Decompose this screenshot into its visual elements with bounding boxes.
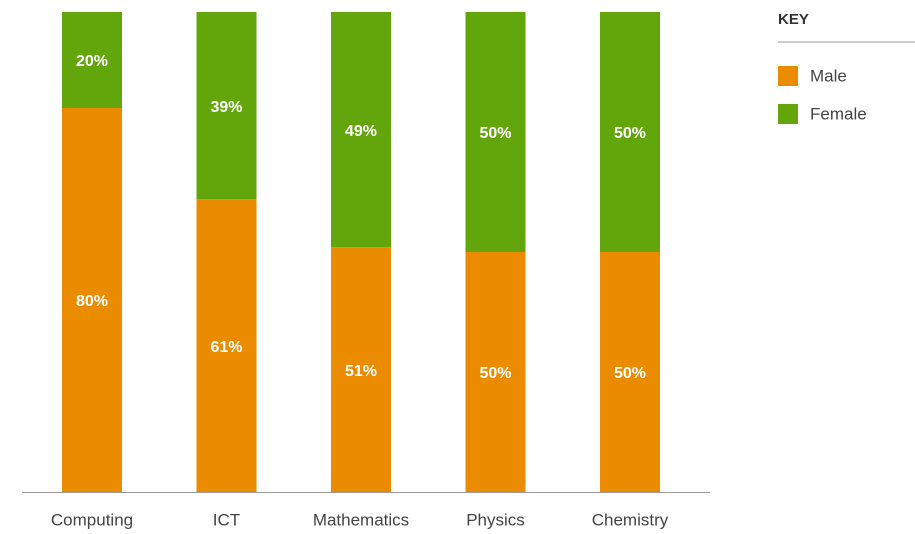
- bar-segment: [331, 247, 391, 492]
- bar-segment: [62, 12, 122, 108]
- data-label: 20%: [76, 53, 108, 70]
- data-label: 50%: [614, 125, 646, 142]
- data-label: 61%: [210, 339, 242, 356]
- data-label: 80%: [76, 293, 108, 310]
- legend-swatch: [778, 104, 798, 124]
- data-label: 50%: [479, 365, 511, 382]
- bar-segment: [600, 12, 660, 252]
- bar-segment: [600, 252, 660, 492]
- legend-label: Male: [810, 66, 847, 85]
- legend-title: KEY: [778, 11, 809, 28]
- bar-segment: [465, 252, 526, 492]
- bar-segment: [196, 12, 257, 200]
- x-tick-label: Computing: [51, 510, 133, 529]
- legend-label: Female: [810, 104, 867, 123]
- data-label: 49%: [345, 123, 377, 140]
- x-tick-label: ICT: [213, 510, 240, 529]
- data-label: 50%: [479, 125, 511, 142]
- x-tick-label: Physics: [466, 510, 525, 529]
- x-tick-label: Chemistry: [592, 510, 669, 529]
- legend-swatch: [778, 66, 798, 86]
- data-label: 51%: [345, 363, 377, 380]
- data-label: 50%: [614, 365, 646, 382]
- bar-segment: [62, 108, 122, 492]
- bar-segment: [465, 12, 526, 252]
- bar-segment: [331, 12, 391, 248]
- bar-segment: [196, 199, 257, 492]
- data-label: 39%: [210, 99, 242, 116]
- x-tick-label: Mathematics: [313, 510, 409, 529]
